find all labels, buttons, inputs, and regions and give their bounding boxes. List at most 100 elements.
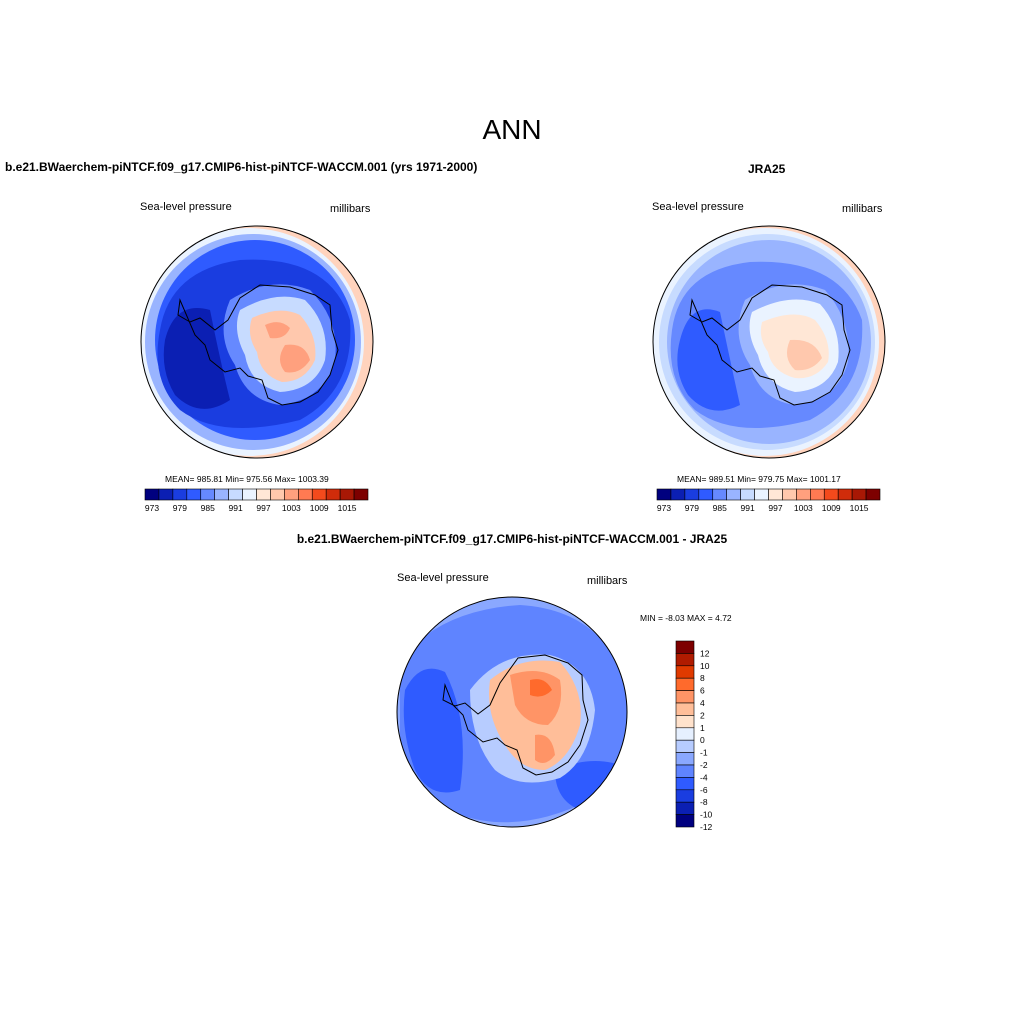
map-border [652,225,886,459]
colorbar-swatch [837,488,853,501]
colorbar-swatch [186,488,202,501]
map-model-slp [141,226,373,458]
colorbar-swatch [284,488,299,501]
coastline-antarctica [689,284,851,406]
colorbar-swatch [698,488,714,501]
colorbar-tick-label: 991 [229,503,243,513]
colorbar-tick-label: -10 [700,810,713,820]
colorbar-swatch [353,488,369,501]
colorbar-swatch [270,488,285,501]
panel-1-stats: MEAN= 985.81 Min= 975.56 Max= 1003.39 [165,474,329,484]
colorbar-tick-label: 973 [145,503,159,513]
colorbar-swatch [214,488,229,501]
colorbar-swatch [325,488,341,501]
map-border [396,596,628,828]
colorbar-tick-label: 8 [700,673,705,683]
colorbar-tick-label: 985 [713,503,727,513]
colorbar-tick-label: 1 [700,723,705,733]
colorbar-tick-label: -4 [700,772,708,782]
map-difference-slp [397,597,627,827]
colorbar-swatch [823,488,839,501]
colorbar-swatch [675,677,695,691]
colorbar-swatch [768,488,783,501]
colorbar-swatch [810,488,825,501]
colorbar-swatch [158,488,174,501]
colorbar-swatch [675,739,695,753]
colorbar-tick-label: 10 [700,661,710,671]
colorbar-swatch [256,488,271,501]
colorbar-tick-label: 1009 [310,503,329,513]
colorbar-swatch [144,488,160,501]
colorbar-tick-label: -1 [700,748,708,758]
colorbar-swatch [670,488,686,501]
colorbar-swatch [339,488,355,501]
panel-1-units: millibars [330,203,371,215]
colorbar-swatch [754,488,769,501]
colorbar-swatch [298,488,313,501]
colorbar-tick-label: 12 [700,648,710,658]
colorbar-tick-label: 973 [657,503,671,513]
colorbar-swatch [675,777,695,791]
colorbar-swatch [740,488,755,501]
colorbar-tick-label: 979 [685,503,699,513]
panel-2-stats: MEAN= 989.51 Min= 979.75 Max= 1001.17 [677,474,841,484]
colorbar-jra25: 973 979 985 991 997 1003 1009 1015 [656,488,881,513]
panel-2-title: JRA25 [748,162,786,176]
panel-1-title: b.e21.BWaerchem-piNTCF.f09_g17.CMIP6-his… [5,160,478,174]
colorbar-swatch [675,665,695,679]
colorbar-swatch [684,488,700,501]
colorbar-swatch [675,789,695,803]
colorbar-tick-label: 6 [700,686,705,696]
colorbar-swatch [782,488,797,501]
colorbar-swatch [228,488,243,501]
colorbar-tick-label: 997 [256,503,270,513]
colorbar-tick-label: -2 [700,760,708,770]
colorbar-tick-label: 1003 [282,503,301,513]
colorbar-tick-label: 991 [741,503,755,513]
colorbar-tick-label: -12 [700,822,713,832]
colorbar-swatch [712,488,727,501]
colorbar-swatch [675,801,695,815]
panel-3-variable: Sea-level pressure [397,572,489,584]
colorbar-swatch [675,752,695,766]
colorbar-swatch [675,764,695,778]
colorbar-swatch [656,488,672,501]
colorbar-swatch [675,690,695,704]
colorbar-model: 973 979 985 991 997 1003 1009 1015 [144,488,369,513]
colorbar-swatch [311,488,327,501]
coastline-antarctica [442,654,589,776]
map-border [140,225,374,459]
panel-3-units: millibars [587,575,628,587]
colorbar-swatch [865,488,881,501]
colorbar-swatch [675,715,695,729]
map-jra25-slp [653,226,885,458]
colorbar-swatch [172,488,188,501]
colorbar-swatch [851,488,867,501]
colorbar-tick-label: 0 [700,735,705,745]
colorbar-swatch [796,488,811,501]
colorbar-swatch [242,488,257,501]
colorbar-swatch [200,488,215,501]
colorbar-tick-label: 979 [173,503,187,513]
colorbar-tick-label: 985 [201,503,215,513]
panel-2-variable: Sea-level pressure [652,201,744,213]
colorbar-tick-label: -8 [700,797,708,807]
colorbar-swatch [675,640,695,654]
panel-3-stats: MIN = -8.03 MAX = 4.72 [640,613,732,623]
coastline-antarctica [177,284,339,406]
panel-1-variable: Sea-level pressure [140,201,232,213]
panel-3-title: b.e21.BWaerchem-piNTCF.f09_g17.CMIP6-his… [296,532,728,546]
panel-2-units: millibars [842,203,883,215]
colorbar-tick-label: 1003 [794,503,813,513]
figure-title: ANN [482,114,542,145]
colorbar-tick-label: 4 [700,698,705,708]
colorbar-tick-label: -6 [700,785,708,795]
colorbar-tick-label: 1015 [850,503,869,513]
colorbar-tick-label: 997 [768,503,782,513]
colorbar-tick-label: 2 [700,710,705,720]
colorbar-tick-label: 1015 [338,503,357,513]
colorbar-swatch [726,488,741,501]
colorbar-swatch [675,702,695,716]
